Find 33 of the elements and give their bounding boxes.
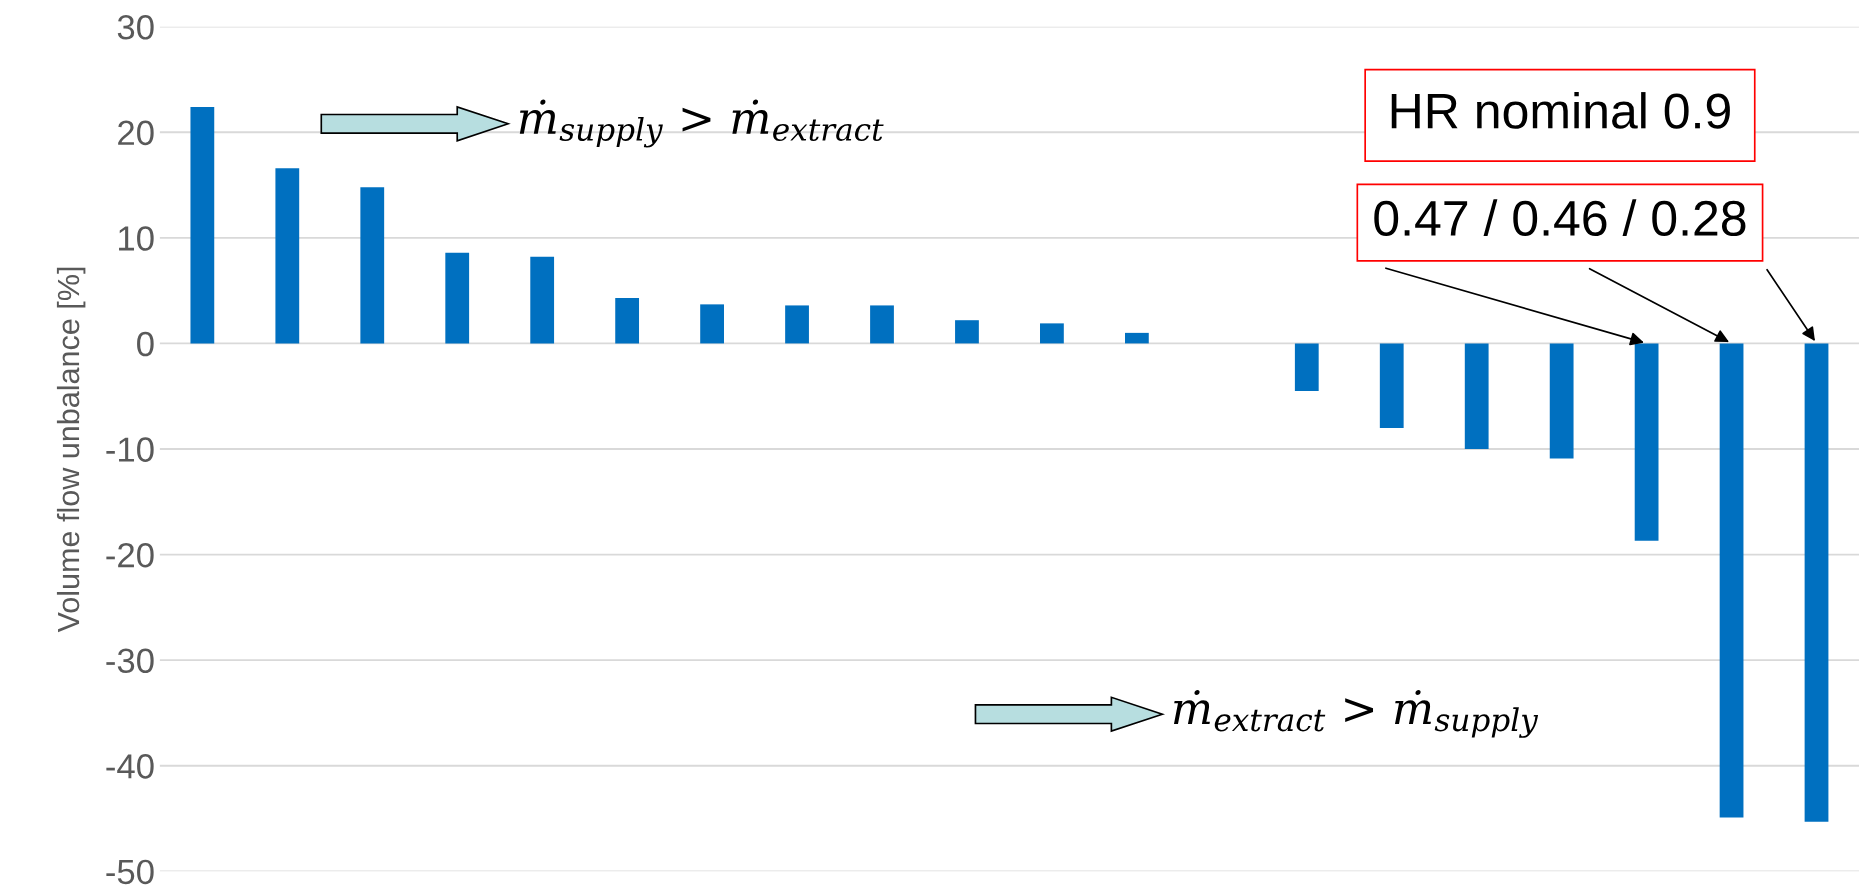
bar — [870, 305, 894, 344]
annotation: ṁ$_{extract}$ > ṁ$_{supply}$ — [1173, 689, 1539, 738]
bar — [1804, 343, 1829, 822]
bar — [615, 298, 640, 344]
bar — [1634, 343, 1659, 541]
annotation: ṁ$_{supply}$ > ṁ$_{extract}$ — [519, 99, 884, 148]
bar — [360, 187, 385, 344]
bar — [190, 106, 215, 344]
y-tick-label: -30 — [106, 648, 154, 674]
y-tick-label: 0 — [137, 331, 154, 357]
y-tick-label: -50 — [106, 859, 154, 885]
bar — [1124, 332, 1149, 344]
y-tick-label: -20 — [106, 542, 154, 568]
bar — [1379, 343, 1404, 428]
bar — [700, 304, 724, 344]
bar — [1549, 343, 1574, 459]
bar — [1719, 343, 1744, 818]
bar — [275, 168, 300, 344]
y-tick-label: 20 — [118, 120, 154, 146]
bar — [445, 252, 470, 344]
y-tick-label: 30 — [117, 15, 154, 40]
bar — [1294, 343, 1319, 391]
bar — [530, 256, 555, 344]
bar — [955, 320, 979, 344]
bar — [1040, 323, 1064, 344]
annotation: HR nominal 0.9 — [1391, 92, 1730, 129]
bar — [785, 305, 809, 344]
annotation: 0.47 / 0.46 / 0.28 — [1374, 199, 1746, 237]
y-tick-label: -40 — [106, 754, 154, 779]
y-axis-title: Volume flow unbalance [%] — [56, 267, 86, 633]
bar — [1464, 343, 1489, 450]
y-tick-label: 10 — [119, 226, 154, 251]
y-tick-label: -10 — [106, 437, 154, 462]
